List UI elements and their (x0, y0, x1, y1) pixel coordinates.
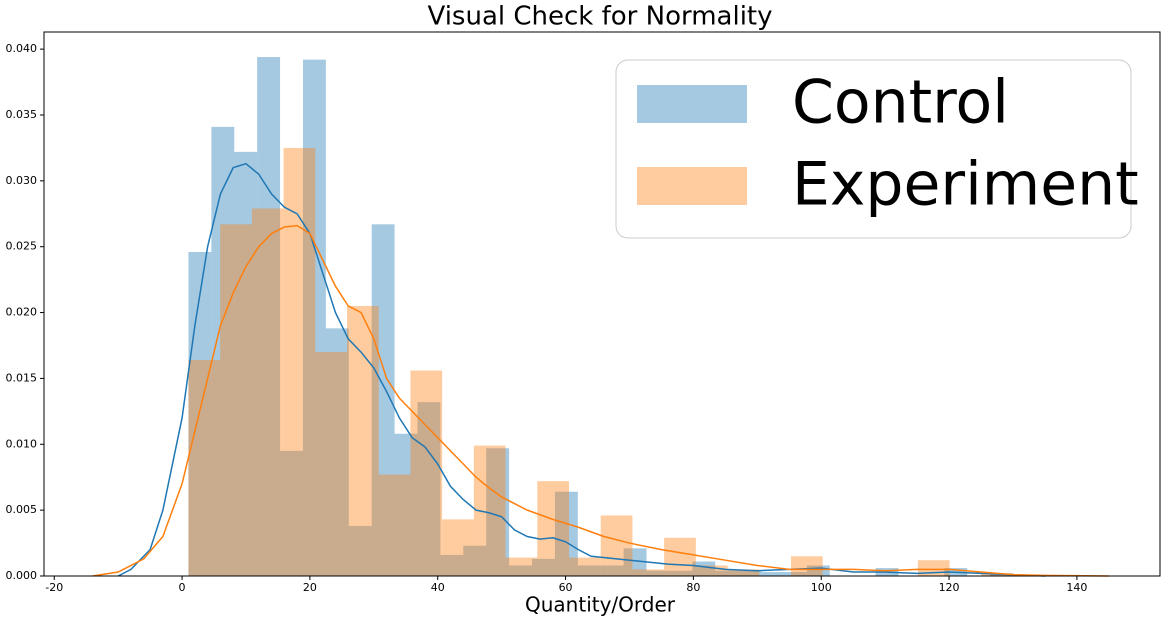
bar (251, 208, 284, 576)
bar (486, 448, 510, 576)
bar (790, 556, 823, 576)
kde-line (92, 224, 1109, 577)
y-tick-label: 0.010 (6, 437, 38, 450)
x-tick-label: 100 (811, 581, 832, 594)
bar (715, 570, 739, 576)
bar (378, 474, 411, 576)
bar (632, 569, 665, 576)
bar (664, 537, 696, 576)
bar (220, 224, 252, 576)
bar (509, 565, 533, 576)
bar (347, 305, 379, 576)
x-tick-label: 40 (431, 581, 445, 594)
chart-title: Visual Check for Normality (427, 2, 772, 32)
bar (783, 572, 807, 576)
bar (211, 126, 235, 576)
x-tick-label: 140 (1066, 581, 1087, 594)
bar (442, 519, 474, 576)
bar (738, 570, 762, 576)
bar (394, 433, 418, 576)
bar (537, 481, 570, 576)
bar (554, 491, 578, 576)
y-tick-label: 0.025 (6, 240, 38, 253)
bar (371, 224, 395, 576)
x-tick-label: 60 (559, 581, 573, 594)
legend: Control Experiment (615, 59, 1139, 239)
legend-swatch (637, 85, 747, 123)
bar (532, 558, 555, 576)
y-tick-label: 0.030 (6, 174, 38, 187)
bar (669, 570, 693, 576)
bar (188, 359, 221, 576)
bar (569, 557, 601, 576)
bar (600, 515, 633, 576)
bar (600, 565, 624, 576)
bar (695, 565, 728, 576)
y-tick-label: 0.035 (6, 108, 38, 121)
bar (257, 57, 281, 577)
legend-frame (615, 59, 1132, 239)
legend-label: Experiment (792, 150, 1139, 220)
kde-line (117, 162, 1045, 577)
x-tick-label: 0 (179, 581, 186, 594)
y-tick-label: 0.020 (6, 306, 38, 319)
y-tick-label: 0.015 (6, 371, 38, 384)
bar (692, 561, 716, 576)
x-tick-label: 20 (303, 581, 317, 594)
bar (410, 370, 443, 576)
bar (623, 548, 647, 576)
bar (283, 147, 316, 576)
y-tick-label: 0.005 (6, 503, 38, 516)
bar (315, 352, 348, 576)
x-tick-label: 120 (939, 581, 960, 594)
bar (325, 328, 349, 576)
bar (348, 525, 372, 576)
legend-swatch (637, 167, 747, 205)
plot-frame (43, 31, 1161, 577)
y-tick-label: 0.000 (6, 569, 38, 582)
bar (646, 570, 670, 576)
x-tick-label: -20 (45, 581, 63, 594)
bar (280, 450, 303, 576)
legend-label: Control (792, 68, 1009, 138)
bar (463, 545, 487, 576)
x-tick-label: 80 (686, 581, 700, 594)
bar (577, 565, 601, 576)
bar (806, 565, 830, 576)
bar (302, 59, 326, 577)
bar (761, 572, 784, 576)
y-tick-label: 0.040 (6, 42, 38, 55)
bar (440, 554, 464, 576)
bar (505, 557, 538, 576)
x-axis-label: Quantity/Order (525, 593, 676, 617)
bar (727, 569, 760, 576)
